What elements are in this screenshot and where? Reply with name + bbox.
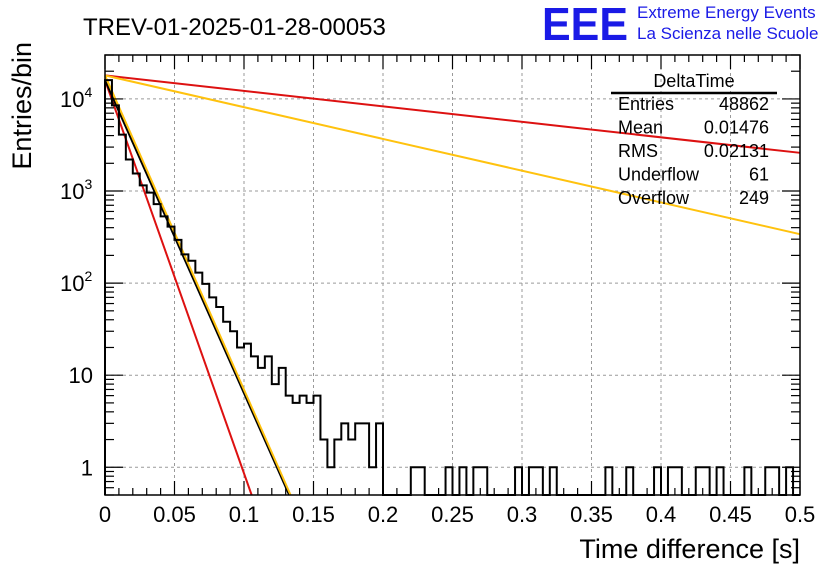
x-tick-label: 0.2 — [368, 502, 399, 527]
x-tick-label: 0.45 — [709, 502, 752, 527]
stats-value: 0.02131 — [704, 141, 769, 161]
x-tick-label: 0.1 — [229, 502, 260, 527]
stats-value: 48862 — [719, 94, 769, 114]
stats-value: 61 — [749, 165, 769, 185]
stats-label: Underflow — [618, 165, 700, 185]
brand-line-1: Extreme Energy Events — [637, 3, 816, 22]
fit-line — [104, 74, 801, 154]
eee-logo: EEE Extreme Energy Events La Scienza nel… — [542, 0, 818, 50]
y-tick-label: 104 — [60, 84, 92, 112]
stats-value: 0.01476 — [704, 118, 769, 138]
fit-line — [104, 75, 292, 496]
y-tick-label: 1 — [81, 455, 93, 480]
stats-title: DeltaTime — [653, 71, 734, 91]
fit-line — [104, 79, 291, 496]
stats-box: DeltaTime Entries 48862 Mean 0.01476 RMS 0.02… — [611, 71, 777, 208]
x-tick-label: 0.3 — [507, 502, 538, 527]
fit-line — [104, 74, 801, 236]
y-axis-label: Entries/bin — [7, 42, 37, 170]
x-tick-label: 0.05 — [153, 502, 196, 527]
fit-lines — [104, 74, 801, 496]
fit-line — [104, 79, 253, 496]
y-tick-label: 103 — [60, 176, 92, 204]
x-tick-label: 0.5 — [785, 502, 816, 527]
x-tick-label: 0.4 — [646, 502, 677, 527]
histogram-series — [104, 79, 800, 496]
stats-label: Entries — [618, 94, 674, 114]
stats-value: 249 — [739, 188, 769, 208]
grid-lines — [105, 55, 800, 495]
y-tick-labels: 1 10 102 103 104 — [60, 84, 93, 480]
chart-title: TREV-01-2025-01-28-00053 — [83, 14, 386, 41]
brand-line-2: La Scienza nelle Scuole — [637, 24, 818, 43]
brand-logo: EEE — [542, 0, 628, 50]
x-axis-label: Time difference [s] — [579, 534, 800, 564]
stats-label: Mean — [618, 118, 663, 138]
axis-ticks — [104, 54, 801, 496]
stats-rows: Entries 48862 Mean 0.01476 RMS 0.02131Underfl… — [618, 94, 769, 208]
y-tick-label: 10 — [69, 363, 93, 388]
x-tick-labels: 0 0.05 0.1 0.15 0.2 0.25 0.3 0.35 0.4 0.45 0.5 — [99, 502, 815, 527]
x-tick-label: 0.15 — [292, 502, 335, 527]
x-tick-label: 0.35 — [570, 502, 613, 527]
y-tick-label: 102 — [60, 268, 92, 296]
stats-label: Overflow — [618, 188, 690, 208]
x-tick-label: 0 — [99, 502, 111, 527]
histogram-outline — [104, 79, 800, 496]
x-tick-label: 0.25 — [431, 502, 474, 527]
stats-label: RMS — [618, 141, 658, 161]
